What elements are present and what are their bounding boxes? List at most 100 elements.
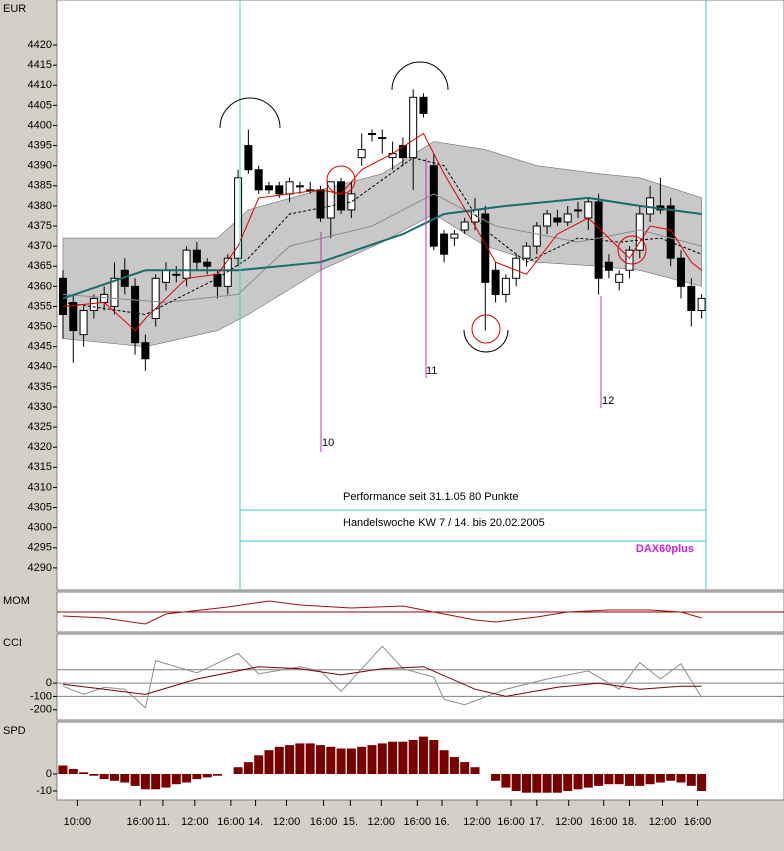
bar — [676, 774, 686, 783]
bar — [583, 774, 593, 788]
candle-body — [254, 169, 263, 191]
bar — [58, 765, 68, 774]
arc — [463, 329, 509, 353]
candle-body — [666, 205, 675, 259]
bar — [182, 774, 192, 783]
annotations — [219, 0, 707, 590]
bar — [346, 748, 356, 774]
y-tick-label: 4420 — [28, 39, 52, 51]
candle-body — [141, 342, 150, 360]
candle-body — [223, 257, 232, 287]
y-tick-label: 4385 — [28, 180, 52, 192]
arc — [219, 97, 281, 129]
candle-body — [182, 249, 191, 279]
y-tick-label: 0 — [46, 677, 52, 689]
candle-body — [151, 277, 160, 320]
x-tick-label: 12:00 — [367, 816, 395, 828]
y-tick-label: 4390 — [28, 160, 52, 172]
candle-body — [409, 96, 418, 159]
bar — [624, 774, 634, 786]
bar — [418, 736, 428, 774]
circle — [326, 165, 356, 195]
y-tick-label: 4305 — [28, 501, 52, 513]
panel-title: EUR — [3, 3, 26, 15]
bar — [305, 743, 315, 774]
candle-body — [573, 209, 582, 212]
cci-panel — [56, 633, 784, 721]
series-line — [62, 196, 702, 300]
y-tick-label: 4395 — [28, 139, 52, 151]
x-tick-label: 18. — [622, 816, 637, 828]
candle-body — [687, 285, 696, 311]
bar — [532, 774, 542, 793]
y-tick-label: 4295 — [28, 542, 52, 554]
candle-body — [264, 185, 273, 191]
candle-body — [491, 269, 500, 295]
candle-body — [429, 165, 438, 247]
bar — [552, 774, 562, 793]
x-tick-label: 16:00 — [310, 816, 338, 828]
candle-body — [470, 209, 479, 223]
candle-body — [213, 273, 222, 287]
candle-body — [110, 277, 119, 307]
panel-title: SPD — [3, 725, 26, 737]
candle-body — [316, 189, 325, 219]
candle-body — [378, 137, 387, 140]
circle — [471, 314, 501, 344]
bar — [645, 774, 655, 785]
candle-body — [285, 181, 294, 195]
candle-body — [172, 273, 181, 276]
candle-body — [481, 213, 490, 283]
candle-body — [69, 301, 78, 332]
y-tick-label: -10 — [36, 785, 52, 797]
candle-body — [676, 257, 685, 287]
y-tick-label: -100 — [30, 690, 52, 702]
bar — [604, 774, 614, 785]
circle — [617, 235, 647, 265]
candle-body — [543, 213, 552, 227]
candle-body — [326, 181, 335, 219]
candle-body — [89, 297, 98, 311]
y-tick-label: -200 — [30, 704, 52, 716]
bar — [326, 746, 336, 774]
x-tick-label: 14. — [248, 816, 263, 828]
bar — [274, 746, 284, 774]
bar — [635, 774, 645, 786]
y-tick-label: 4330 — [28, 401, 52, 413]
bar — [470, 767, 480, 774]
y-tick-label: 4340 — [28, 361, 52, 373]
candle-body — [388, 153, 397, 159]
x-tick-label: 12:00 — [181, 816, 209, 828]
candle-body — [192, 249, 201, 263]
candle-body — [131, 285, 140, 344]
plot-layer: EUR 4290 4295 4300 4305 4310 4315 4320 4325 4330 4… — [3, 3, 784, 828]
y-tick-label: 4300 — [28, 522, 52, 534]
bar — [501, 774, 511, 788]
candle-body — [512, 257, 521, 279]
candle-body — [646, 197, 655, 215]
bar — [666, 774, 676, 781]
candle-body — [501, 277, 510, 295]
panel-title: CCI — [3, 637, 22, 649]
candle-body — [532, 225, 541, 247]
candle-body — [244, 145, 253, 171]
annotation: 12 — [602, 395, 614, 407]
bar — [511, 774, 521, 791]
annotation: DAX60plus — [636, 543, 694, 555]
candle-body — [161, 269, 170, 283]
bar — [295, 743, 305, 774]
y-tick-label: 4325 — [28, 421, 52, 433]
series-line — [62, 193, 702, 303]
bar — [171, 774, 181, 785]
bar — [614, 774, 624, 785]
bar — [357, 746, 367, 774]
y-tick-label: 0 — [46, 768, 52, 780]
bar — [429, 740, 439, 774]
bar — [388, 741, 398, 774]
bar — [439, 750, 449, 774]
bar — [161, 774, 171, 788]
x-tick-label: 16:00 — [217, 816, 245, 828]
bar — [460, 762, 470, 774]
bar — [89, 774, 99, 776]
